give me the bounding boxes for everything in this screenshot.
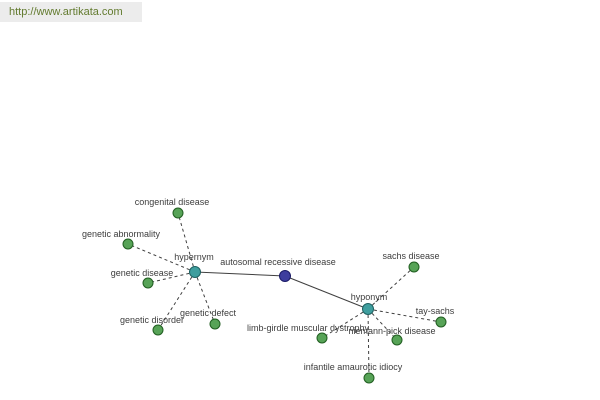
node-tay-sachs[interactable] <box>435 316 447 328</box>
node-genetic-disease[interactable] <box>142 277 154 289</box>
node-label-genetic-disease: genetic disease <box>111 268 174 278</box>
edge-hypernym--autosomal-recessive-disease <box>194 271 286 277</box>
edge-hypernym--genetic-disease <box>147 271 196 284</box>
node-niemann-pick-disease[interactable] <box>391 334 403 346</box>
node-label-sachs-disease: sachs disease <box>382 251 439 261</box>
node-label-limb-girdle-muscular-dystrophy: limb-girdle muscular dystrophy <box>247 323 370 333</box>
node-label-niemann-pick-disease: niemann-pick disease <box>348 326 435 336</box>
node-label-hypernym: hypernym <box>174 252 214 262</box>
node-genetic-abnormality[interactable] <box>122 238 134 250</box>
edge-hyponym--sachs-disease <box>367 266 415 310</box>
node-autosomal-recessive-disease[interactable] <box>279 270 291 282</box>
edge-hyponym--tay-sachs <box>367 308 442 323</box>
node-genetic-defect[interactable] <box>209 318 221 330</box>
node-label-tay-sachs: tay-sachs <box>416 306 455 316</box>
edge-hypernym--genetic-abnormality <box>127 243 196 273</box>
node-label-autosomal-recessive-disease: autosomal recessive disease <box>220 257 336 267</box>
node-sachs-disease[interactable] <box>408 261 420 273</box>
url-text: http://www.artikata.com <box>9 6 123 18</box>
node-label-infantile-amaurotic-idiocy: infantile amaurotic idiocy <box>304 362 403 372</box>
node-genetic-disorder[interactable] <box>152 324 164 336</box>
node-label-genetic-defect: genetic defect <box>180 308 237 318</box>
edge-hyponym--niemann-pick-disease <box>367 308 398 341</box>
node-infantile-amaurotic-idiocy[interactable] <box>363 372 375 384</box>
node-hypernym[interactable] <box>189 266 201 278</box>
node-hyponym[interactable] <box>362 303 374 315</box>
node-label-genetic-abnormality: genetic abnormality <box>82 229 161 239</box>
edge-hypernym--congenital-disease <box>177 212 196 273</box>
node-label-genetic-disorder: genetic disorder <box>120 315 184 325</box>
edge-autosomal-recessive-disease--hyponym <box>284 275 369 310</box>
url-bar[interactable]: http://www.artikata.com <box>0 2 142 22</box>
node-label-hyponym: hyponym <box>351 292 388 302</box>
node-limb-girdle-muscular-dystrophy[interactable] <box>316 332 328 344</box>
node-congenital-disease[interactable] <box>172 207 184 219</box>
node-label-congenital-disease: congenital disease <box>135 197 210 207</box>
